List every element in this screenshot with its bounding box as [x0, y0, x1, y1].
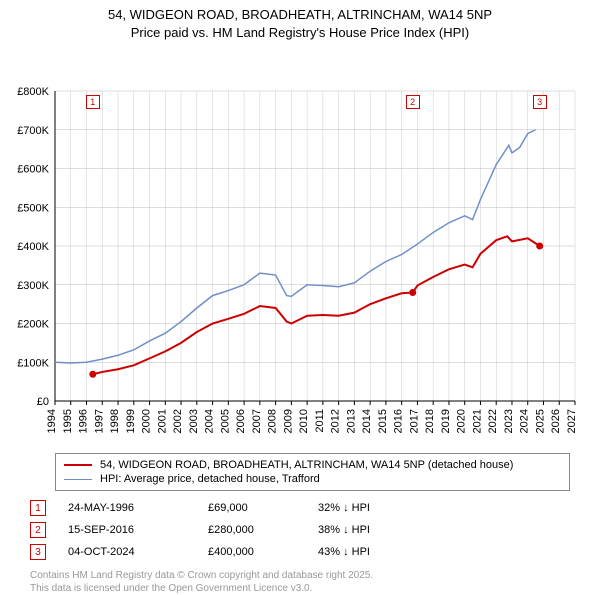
legend-swatch: [64, 464, 92, 466]
marker-date: 04-OCT-2024: [68, 546, 208, 558]
svg-text:2026: 2026: [550, 409, 562, 433]
svg-text:2017: 2017: [408, 409, 420, 433]
svg-text:1994: 1994: [46, 409, 58, 433]
marker-table: 1 24-MAY-1996£69,00032% ↓ HPI 2 15-SEP-2016…: [30, 497, 570, 563]
sale-marker-2: 2: [406, 95, 420, 109]
footer-note: Contains HM Land Registry data © Crown c…: [30, 569, 570, 595]
svg-text:2016: 2016: [393, 409, 405, 433]
marker-price: £69,000: [208, 502, 318, 514]
marker-pct: 38% ↓ HPI: [318, 524, 438, 536]
svg-text:£300K: £300K: [17, 280, 49, 292]
svg-text:1996: 1996: [78, 409, 90, 433]
marker-date: 24-MAY-1996: [68, 502, 208, 514]
svg-text:£600K: £600K: [17, 164, 49, 176]
svg-text:1995: 1995: [62, 409, 74, 433]
svg-text:1998: 1998: [109, 409, 121, 433]
svg-text:2015: 2015: [377, 409, 389, 433]
marker-pct: 43% ↓ HPI: [318, 546, 438, 558]
chart-area: £0 £100K £200K £300K £400K £500K £600K £700K £80…: [0, 43, 600, 449]
legend-item: 54, WIDGEON ROAD, BROADHEATH, ALTRINCHAM…: [64, 458, 561, 472]
svg-text:£800K: £800K: [17, 86, 49, 98]
svg-text:2025: 2025: [534, 409, 546, 433]
sale-dot-2: [409, 289, 416, 296]
sale-dot-1: [89, 371, 96, 378]
legend: 54, WIDGEON ROAD, BROADHEATH, ALTRINCHAM…: [55, 453, 570, 491]
svg-text:2027: 2027: [566, 409, 578, 433]
svg-text:1997: 1997: [93, 409, 105, 433]
marker-badge: 2: [30, 522, 46, 538]
marker-row: 2 15-SEP-2016£280,00038% ↓ HPI: [30, 519, 570, 541]
sale-marker-3: 3: [533, 95, 547, 109]
svg-text:2024: 2024: [519, 409, 531, 433]
marker-badge: 1: [30, 500, 46, 516]
footer-line-2: This data is licensed under the Open Gov…: [30, 582, 570, 595]
svg-text:2013: 2013: [345, 409, 357, 433]
title-line-2: Price paid vs. HM Land Registry's House …: [0, 24, 600, 42]
marker-price: £280,000: [208, 524, 318, 536]
sale-dot-3: [536, 243, 543, 250]
svg-text:2023: 2023: [503, 409, 515, 433]
svg-text:2010: 2010: [298, 409, 310, 433]
legend-item: HPI: Average price, detached house, Traf…: [64, 472, 561, 486]
svg-text:£400K: £400K: [17, 241, 49, 253]
svg-text:2014: 2014: [361, 409, 373, 433]
marker-badge: 3: [30, 544, 46, 560]
chart-title-block: 54, WIDGEON ROAD, BROADHEATH, ALTRINCHAM…: [0, 0, 600, 43]
legend-label: HPI: Average price, detached house, Traf…: [100, 473, 320, 485]
svg-text:2020: 2020: [456, 409, 468, 433]
series-hpi: [55, 130, 536, 363]
svg-text:2003: 2003: [188, 409, 200, 433]
marker-date: 15-SEP-2016: [68, 524, 208, 536]
svg-text:£0: £0: [37, 396, 49, 408]
svg-text:2021: 2021: [471, 409, 483, 433]
svg-text:2007: 2007: [251, 409, 263, 433]
marker-pct: 32% ↓ HPI: [318, 502, 438, 514]
svg-text:£100K: £100K: [17, 357, 49, 369]
title-line-1: 54, WIDGEON ROAD, BROADHEATH, ALTRINCHAM…: [0, 6, 600, 24]
legend-label: 54, WIDGEON ROAD, BROADHEATH, ALTRINCHAM…: [100, 459, 513, 471]
svg-text:£200K: £200K: [17, 319, 49, 331]
svg-text:2004: 2004: [204, 409, 216, 433]
svg-text:2011: 2011: [314, 409, 326, 433]
svg-text:2002: 2002: [172, 409, 184, 433]
svg-text:2019: 2019: [440, 409, 452, 433]
svg-text:2022: 2022: [487, 409, 499, 433]
svg-text:£500K: £500K: [17, 202, 49, 214]
sale-marker-1: 1: [86, 95, 100, 109]
svg-text:2012: 2012: [330, 409, 342, 433]
legend-swatch: [64, 479, 92, 480]
svg-text:2009: 2009: [282, 409, 294, 433]
svg-text:2005: 2005: [219, 409, 231, 433]
svg-text:2001: 2001: [156, 409, 168, 433]
svg-text:2008: 2008: [267, 409, 279, 433]
series-price_paid: [93, 236, 540, 374]
svg-text:2018: 2018: [424, 409, 436, 433]
svg-text:1999: 1999: [125, 409, 137, 433]
marker-price: £400,000: [208, 546, 318, 558]
svg-text:£700K: £700K: [17, 125, 49, 137]
marker-row: 1 24-MAY-1996£69,00032% ↓ HPI: [30, 497, 570, 519]
footer-line-1: Contains HM Land Registry data © Crown c…: [30, 569, 570, 582]
svg-text:2000: 2000: [141, 409, 153, 433]
svg-text:2006: 2006: [235, 409, 247, 433]
marker-row: 3 04-OCT-2024£400,00043% ↓ HPI: [30, 541, 570, 563]
